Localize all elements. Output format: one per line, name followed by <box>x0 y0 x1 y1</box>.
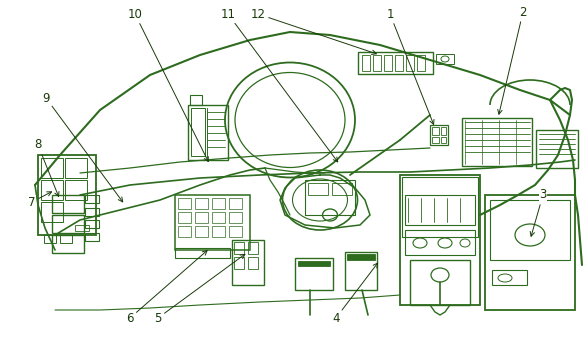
Bar <box>432 127 439 135</box>
Bar <box>212 226 225 237</box>
Bar <box>406 55 414 71</box>
Bar <box>485 195 575 310</box>
Bar <box>436 54 454 64</box>
Text: 6: 6 <box>126 251 207 324</box>
Bar <box>305 180 355 215</box>
Bar <box>195 198 208 209</box>
Bar <box>229 226 242 237</box>
Bar <box>52 215 84 233</box>
Bar <box>212 212 225 223</box>
Bar <box>347 254 375 260</box>
Bar <box>52 235 84 253</box>
Bar <box>432 137 439 143</box>
Bar <box>195 226 208 237</box>
Bar <box>178 198 191 209</box>
Bar <box>190 95 202 105</box>
Bar <box>405 230 475 255</box>
Bar <box>358 52 433 74</box>
Bar <box>41 158 63 178</box>
Bar <box>65 158 87 178</box>
Bar <box>400 175 480 305</box>
Bar <box>188 105 228 160</box>
Bar <box>85 208 99 216</box>
Bar <box>229 212 242 223</box>
Text: 1: 1 <box>386 7 434 124</box>
Bar <box>362 55 370 71</box>
Bar <box>441 137 446 143</box>
Bar <box>175 248 230 258</box>
Bar <box>332 183 352 195</box>
Bar <box>298 261 330 266</box>
Text: 9: 9 <box>42 91 123 202</box>
Text: 12: 12 <box>251 7 376 54</box>
Bar <box>191 108 205 156</box>
Bar <box>178 226 191 237</box>
Bar <box>178 212 191 223</box>
Bar <box>195 212 208 223</box>
Bar <box>85 220 99 228</box>
Bar <box>212 198 225 209</box>
Bar <box>175 195 250 250</box>
Bar <box>38 155 96 235</box>
Bar <box>410 260 470 305</box>
Bar <box>75 225 89 231</box>
Bar <box>52 195 84 213</box>
Bar <box>60 235 72 243</box>
Bar <box>234 242 244 254</box>
Bar <box>65 180 87 200</box>
Bar <box>417 55 425 71</box>
Bar <box>248 257 258 269</box>
Bar <box>402 177 478 237</box>
Bar <box>85 195 99 203</box>
Text: 2: 2 <box>498 5 527 114</box>
Text: 4: 4 <box>332 263 378 324</box>
Bar <box>462 118 532 166</box>
Bar <box>395 55 403 71</box>
Text: 8: 8 <box>34 138 59 197</box>
Bar <box>492 270 527 285</box>
Bar <box>85 233 99 241</box>
Bar <box>229 198 242 209</box>
Bar <box>373 55 381 71</box>
Bar <box>430 125 448 145</box>
Bar <box>234 257 244 269</box>
Text: 11: 11 <box>221 7 338 162</box>
Bar <box>44 235 56 243</box>
Bar <box>248 242 258 254</box>
Bar <box>405 195 475 225</box>
Bar <box>232 240 264 285</box>
Bar <box>536 130 578 168</box>
Text: 3: 3 <box>530 188 547 236</box>
Bar <box>308 183 328 195</box>
Bar <box>295 258 333 290</box>
Bar <box>384 55 392 71</box>
Text: 7: 7 <box>28 192 51 208</box>
Bar <box>41 202 63 222</box>
Bar <box>441 127 446 135</box>
Text: 5: 5 <box>154 254 245 324</box>
Text: 10: 10 <box>127 7 208 161</box>
Bar <box>490 200 570 260</box>
Bar <box>41 180 63 200</box>
Bar <box>345 252 377 290</box>
